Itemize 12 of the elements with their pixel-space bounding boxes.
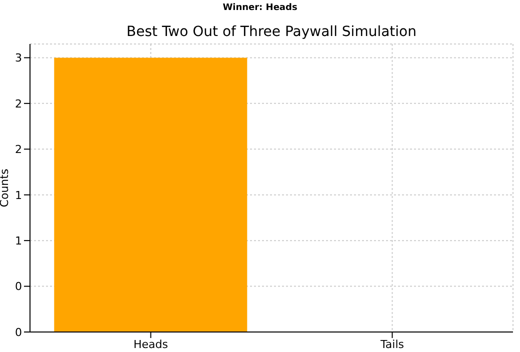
y-tick-label: 2 [15, 97, 22, 110]
y-tick-label: 0 [15, 280, 22, 294]
x-tick-label: Heads [134, 338, 168, 351]
chart-title: Best Two Out of Three Paywall Simulation [126, 24, 418, 40]
y-tick-label: 0 [15, 326, 22, 339]
y-axis-title: Counts [0, 168, 11, 208]
chart-subtitle: Winner: Heads [222, 3, 298, 13]
y-tick-label: 1 [15, 234, 22, 248]
y-tick-label: 3 [15, 52, 22, 65]
y-tick-label: 2 [15, 143, 22, 156]
x-tick-label: Tails [380, 338, 404, 351]
y-tick-label: 1 [15, 188, 22, 202]
